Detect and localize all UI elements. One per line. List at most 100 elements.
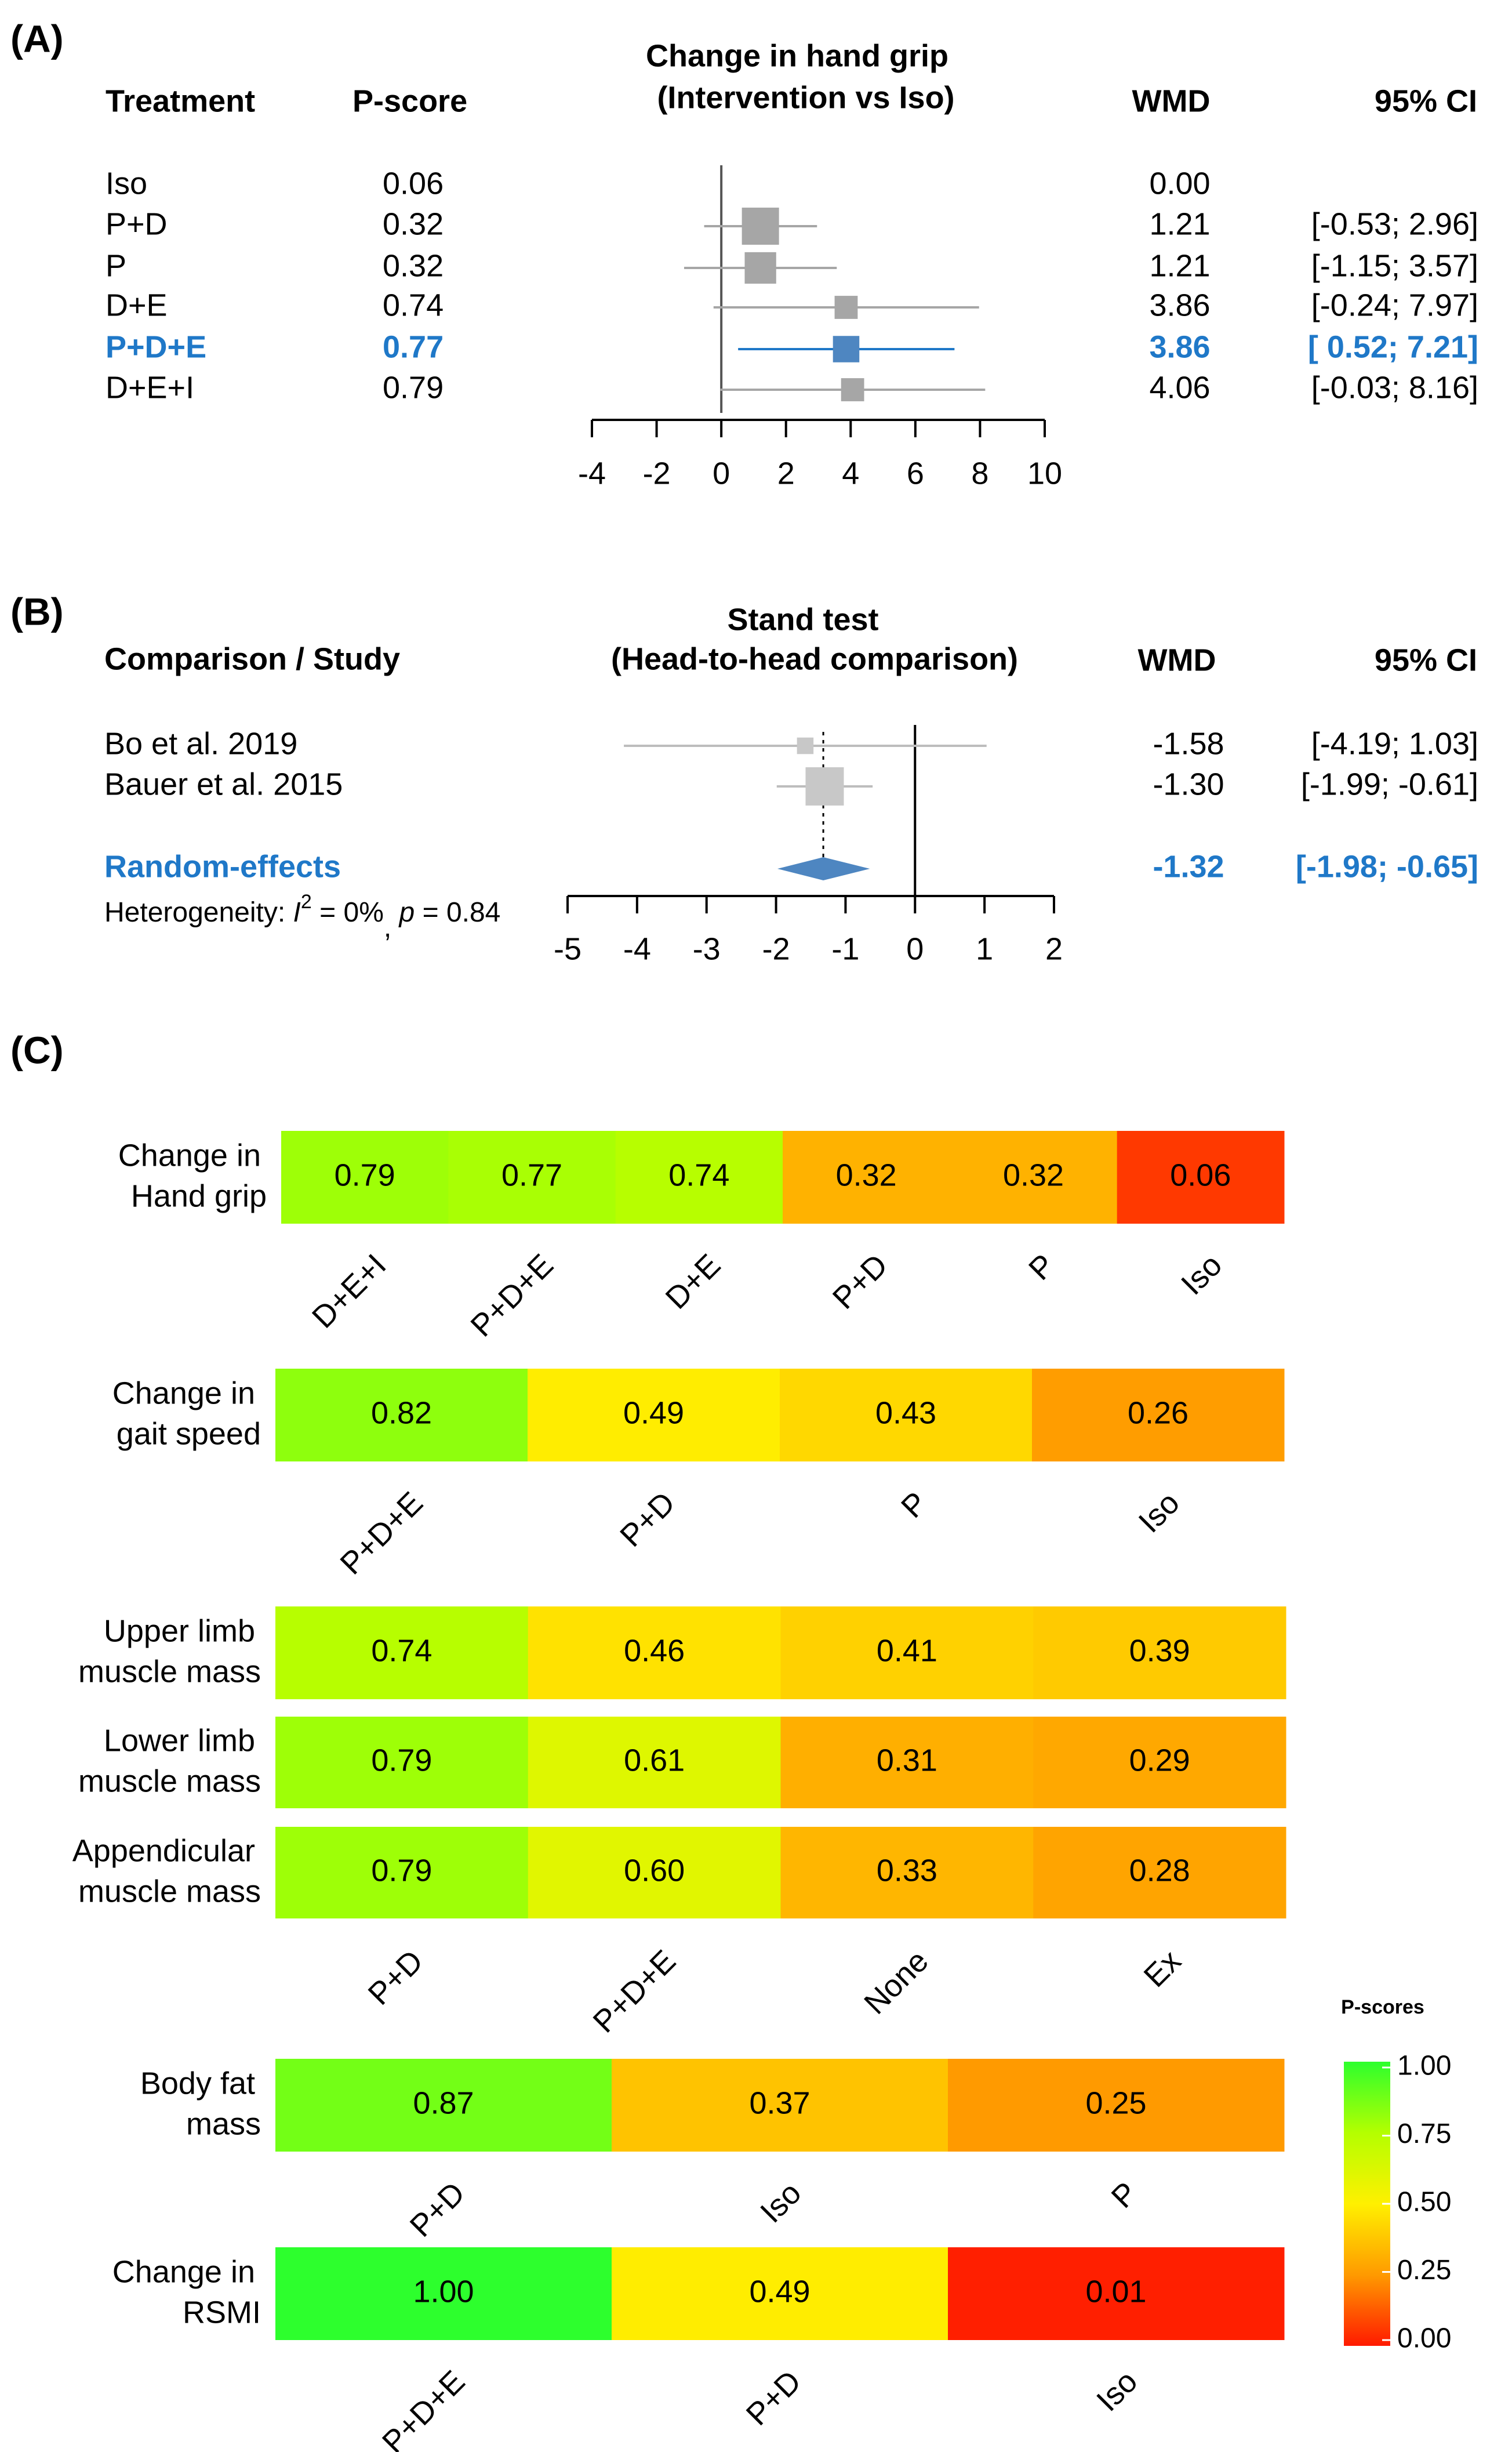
row-label-line1: Change in [118, 1138, 261, 1173]
heatmap-cell [528, 1717, 781, 1808]
study-label: Bauer et al. 2015 [104, 767, 343, 801]
heatmap-cell-value: 0.60 [624, 1853, 685, 1888]
heatmap-cell-value: 0.46 [624, 1633, 685, 1668]
heatmap-cell [281, 1131, 449, 1224]
row-label-line2: gait speed [117, 1416, 261, 1451]
heatmap-cell-value: 0.32 [836, 1158, 897, 1192]
pooled-diamond [777, 857, 870, 880]
heatmap-cell [780, 1606, 1034, 1699]
category-label: D+E [659, 1247, 728, 1316]
heatmap-cell [612, 2247, 948, 2340]
heatmap-cell-value: 0.74 [668, 1158, 729, 1192]
heatmap-cell [275, 1606, 529, 1699]
x-tick-label: 8 [971, 456, 988, 491]
heatmap-cell-value: 0.26 [1128, 1395, 1188, 1430]
heatmap-cell-value: 0.37 [749, 2085, 810, 2120]
panel-b-forest-plot: (B) Comparison / Study Stand test (Head-to-… [10, 590, 1478, 966]
heatmap-cell [783, 1131, 950, 1224]
row-p-score: 0.74 [383, 288, 444, 322]
row-p-score: 0.79 [383, 370, 444, 405]
row-label-line2: muscle mass [78, 1764, 261, 1798]
row-label-line2: muscle mass [78, 1874, 261, 1909]
heterogeneity-part: I [293, 897, 301, 928]
column-header-wmd: WMD [1132, 84, 1211, 118]
x-tick-label: -5 [554, 931, 581, 966]
heatmap-cell [275, 1827, 529, 1918]
heatmap-cell [448, 1131, 616, 1224]
category-label: P [895, 1485, 934, 1525]
row-label-line1: Change in [112, 1376, 255, 1410]
legend-tick-label: 0.25 [1397, 2255, 1451, 2286]
heatmap-cell [1033, 1606, 1286, 1699]
column-header-ci-b: 95% CI [1375, 643, 1477, 677]
row-label-line1: Change in [112, 2254, 255, 2289]
effect-marker [833, 336, 860, 362]
x-tick-label: -4 [623, 931, 651, 966]
heterogeneity-part: , [384, 912, 399, 943]
category-label: P+D+E [376, 2364, 472, 2452]
legend-tick-label: 0.50 [1397, 2187, 1451, 2218]
row-label: D+E [106, 288, 168, 322]
category-label: Ex [1137, 1943, 1188, 1994]
heatmap-cell-value: 0.28 [1129, 1853, 1190, 1888]
category-label: P+D+E [333, 1485, 430, 1582]
heterogeneity-note: Heterogeneity: I2 = 0%, p = 0.84 [104, 891, 500, 943]
x-tick-label: 1 [976, 931, 993, 966]
legend-tick-label: 1.00 [1397, 2051, 1451, 2081]
x-tick-label: -4 [578, 456, 606, 491]
heatmap-cell [612, 2059, 948, 2152]
heatmap-cell-value: 0.79 [371, 1743, 432, 1778]
category-label: P+D [404, 2175, 472, 2244]
heatmap-cell-value: 0.49 [749, 2274, 810, 2309]
heatmap-cell-value: 0.79 [335, 1158, 395, 1192]
heatmap-cell [948, 2059, 1285, 2152]
heatmap-cell [780, 1827, 1034, 1918]
x-tick-label: -3 [693, 931, 721, 966]
category-label: D+E+I [306, 1247, 393, 1335]
heatmap-cell-value: 0.33 [877, 1853, 937, 1888]
heatmap-cell-value: 0.77 [501, 1158, 562, 1192]
row-ci: [-0.24; 7.97] [1311, 288, 1478, 322]
row-ci: [-0.53; 2.96] [1311, 206, 1478, 241]
heatmap-cell-value: 0.01 [1085, 2274, 1146, 2309]
study-wmd: -1.30 [1153, 767, 1224, 801]
panel-a-forest-plot: (A) Treatment P-score Change in hand grip (I… [10, 17, 1478, 491]
heatmap-cell [1032, 1369, 1285, 1461]
row-p-score: 0.06 [383, 166, 444, 201]
x-tick-label: 0 [906, 931, 924, 966]
heatmap-cell-value: 0.74 [371, 1633, 432, 1668]
heatmap-cell [1117, 1131, 1285, 1224]
category-label: P+D [826, 1247, 895, 1316]
legend-tick-label: 0.75 [1397, 2119, 1451, 2149]
category-label: P [1022, 1247, 1062, 1287]
row-label: D+E+I [106, 370, 194, 405]
heatmap-cell [275, 1369, 528, 1461]
effect-marker [841, 378, 864, 401]
forest-b-subtitle: (Head-to-head comparison) [611, 641, 1018, 676]
effect-marker [797, 737, 814, 755]
x-tick-label: 6 [907, 456, 924, 491]
category-label: Iso [1090, 2364, 1144, 2418]
pooled-wmd: -1.32 [1153, 849, 1224, 884]
x-tick-label: -2 [762, 931, 790, 966]
legend-tick-label: 0.00 [1397, 2323, 1451, 2354]
panel-a-label: (A) [10, 17, 64, 60]
x-tick-label: 0 [713, 456, 730, 491]
heatmap-cell [1033, 1827, 1286, 1918]
row-p-score: 0.77 [383, 329, 444, 364]
row-label: Iso [106, 166, 147, 201]
pooled-label: Random-effects [104, 849, 341, 884]
row-label-line1: Upper limb [104, 1613, 255, 1648]
heatmap-cell [528, 1606, 781, 1699]
heatmap-cell [950, 1131, 1118, 1224]
x-tick-label: 4 [842, 456, 859, 491]
heatmap-cell-value: 0.79 [371, 1853, 432, 1888]
heatmap-cell-value: 1.00 [413, 2274, 474, 2309]
heatmap-cell [275, 2247, 612, 2340]
column-header-p-score: P-score [352, 84, 467, 118]
category-label: P+D+E [587, 1943, 683, 2040]
heterogeneity-part: 2 [301, 891, 312, 913]
category-label: P+D [362, 1943, 430, 2012]
effect-marker [805, 767, 844, 806]
column-header-wmd-b: WMD [1138, 643, 1216, 677]
